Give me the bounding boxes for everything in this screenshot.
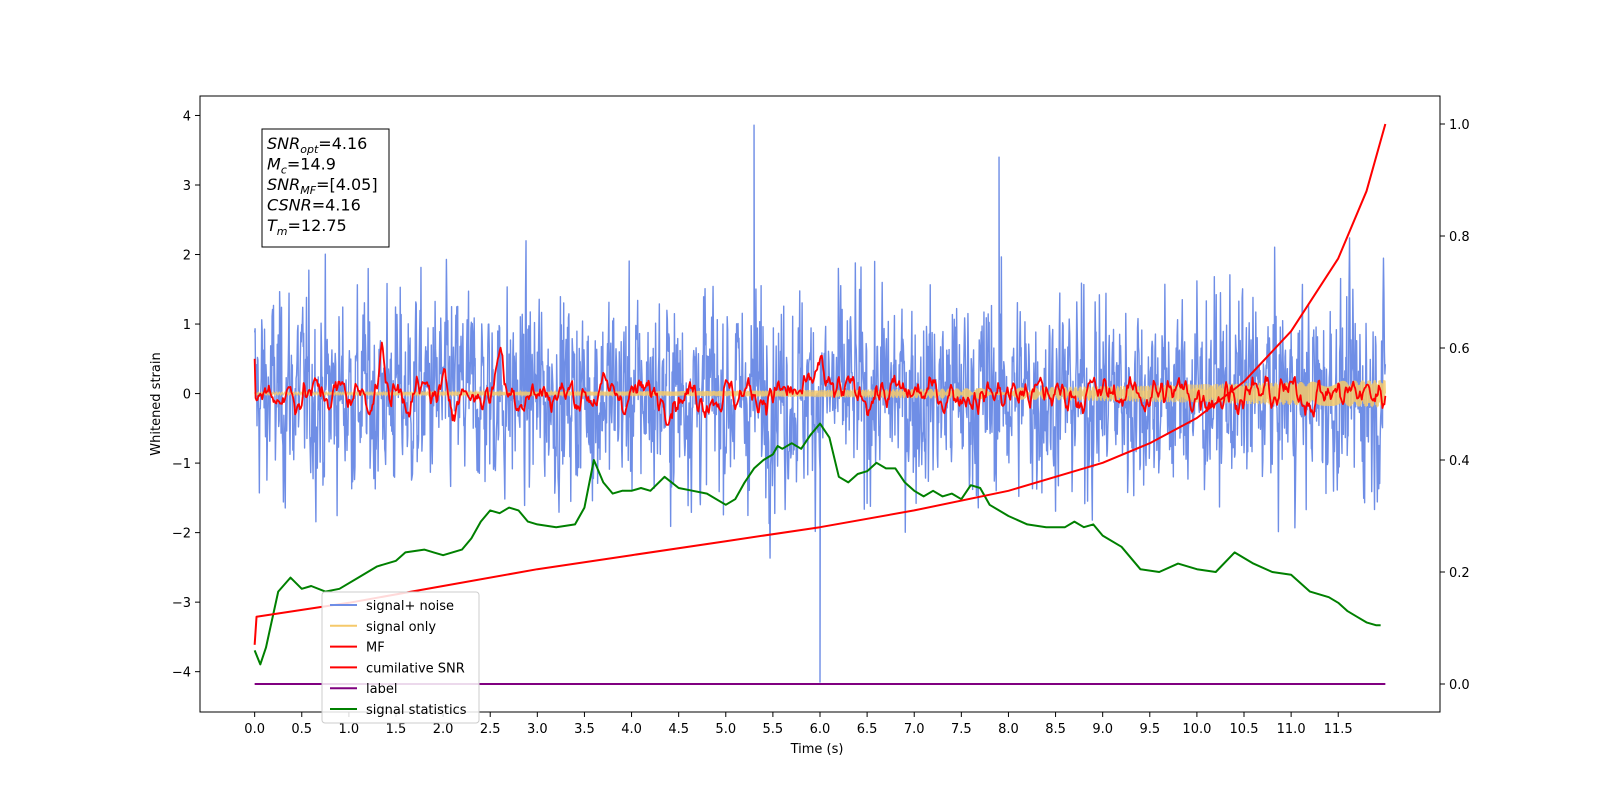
annotation-value: =4.16 — [318, 134, 367, 153]
y-axis-label: Whitened strain — [149, 352, 164, 455]
y-tick-label: 0 — [183, 388, 191, 403]
legend: signal+ noise signal only MF cumilative SNR… — [321, 591, 480, 724]
annotation-value: =14.9 — [287, 155, 336, 174]
x-tick-label: 1.5 — [386, 722, 407, 737]
x-tick-label: 5.5 — [763, 722, 784, 737]
x-axis: 0.0 0.5 1.0 1.5 2.0 2.5 3.0 3.5 4.0 4.5 5.0 5.5 6.0 6… — [244, 712, 1353, 737]
y-tick-label: 1 — [183, 318, 191, 333]
legend-label: signal+ noise — [366, 599, 454, 614]
y-right-tick-label: 0.0 — [1449, 678, 1470, 693]
annotation-value: =12.75 — [288, 216, 347, 235]
y-right-tick-label: 0.6 — [1449, 342, 1470, 357]
annotation-frame — [261, 128, 390, 248]
legend-label: label — [366, 682, 397, 697]
y-right-tick-label: 0.2 — [1449, 566, 1470, 581]
x-tick-label: 9.0 — [1092, 722, 1113, 737]
series-cumulative-snr — [253, 123, 1387, 645]
annotation-line: Mc=14.9 — [267, 155, 336, 177]
x-tick-label: 1.0 — [339, 722, 360, 737]
annotation-line: Tm=12.75 — [267, 216, 347, 238]
annotation-variable: SNR — [267, 175, 300, 194]
y-tick-label: −2 — [172, 527, 191, 542]
legend-label: signal statistics — [366, 703, 467, 718]
x-axis-label: Time (s) — [790, 742, 844, 757]
x-tick-label: 10.0 — [1182, 722, 1211, 737]
series-signal-statistics — [253, 422, 1381, 666]
y-tick-label: −3 — [172, 596, 191, 611]
legend-label: MF — [366, 641, 385, 656]
x-tick-label: 0.5 — [291, 722, 312, 737]
y-axis-left: 4 3 2 1 0 −1 −2 −3 −4 — [172, 109, 200, 681]
x-tick-label: 6.0 — [810, 722, 831, 737]
legend-label: signal only — [366, 620, 436, 635]
x-tick-label: 2.0 — [433, 722, 454, 737]
annotation-subscript: c — [281, 164, 287, 177]
x-tick-label: 3.5 — [574, 722, 595, 737]
x-tick-label: 9.5 — [1139, 722, 1160, 737]
y-tick-label: 2 — [183, 249, 191, 264]
annotation-variable: CSNR — [267, 196, 312, 215]
x-tick-label: 11.0 — [1277, 722, 1306, 737]
annotation-line: SNRopt=4.16 — [267, 134, 367, 156]
y-tick-label: 3 — [183, 179, 191, 194]
x-tick-label: 4.5 — [668, 722, 689, 737]
annotation-variable: T — [267, 216, 278, 235]
annotation-value: =4.16 — [312, 196, 361, 215]
legend-label: cumilative SNR — [366, 661, 465, 676]
x-tick-label: 6.5 — [857, 722, 878, 737]
annotation-value: =[4.05] — [316, 175, 378, 194]
x-tick-label: 7.0 — [904, 722, 925, 737]
x-tick-label: 5.0 — [715, 722, 736, 737]
annotation-variable: M — [267, 155, 281, 174]
annotation-subscript: MF — [300, 184, 316, 197]
x-tick-label: 2.5 — [480, 722, 501, 737]
series-mf — [253, 341, 1387, 426]
y-right-tick-label: 1.0 — [1449, 118, 1470, 133]
x-tick-label: 8.0 — [998, 722, 1019, 737]
x-tick-label: 4.0 — [621, 722, 642, 737]
legend-frame — [321, 591, 480, 724]
annotation-line: CSNR=4.16 — [267, 196, 361, 215]
x-tick-label: 11.5 — [1324, 722, 1353, 737]
annotation-subscript: opt — [300, 143, 319, 156]
x-tick-label: 8.5 — [1045, 722, 1066, 737]
annotation-line: SNRMF=[4.05] — [267, 175, 378, 197]
y-tick-label: −4 — [172, 666, 191, 681]
annotation-subscript: m — [277, 225, 288, 238]
x-tick-label: 3.0 — [527, 722, 548, 737]
annotation-box: SNRopt=4.16Mc=14.9SNRMF=[4.05]CSNR=4.16T… — [261, 128, 390, 248]
x-tick-label: 0.0 — [244, 722, 265, 737]
annotation-variable: SNR — [267, 134, 300, 153]
y-tick-label: −1 — [172, 457, 191, 472]
y-right-tick-label: 0.8 — [1449, 230, 1470, 245]
x-tick-label: 7.5 — [951, 722, 972, 737]
x-tick-label: 10.5 — [1230, 722, 1259, 737]
y-axis-right: 1.0 0.8 0.6 0.4 0.2 0.0 — [1440, 118, 1470, 693]
y-right-tick-label: 0.4 — [1449, 454, 1470, 469]
y-tick-label: 4 — [183, 109, 191, 124]
